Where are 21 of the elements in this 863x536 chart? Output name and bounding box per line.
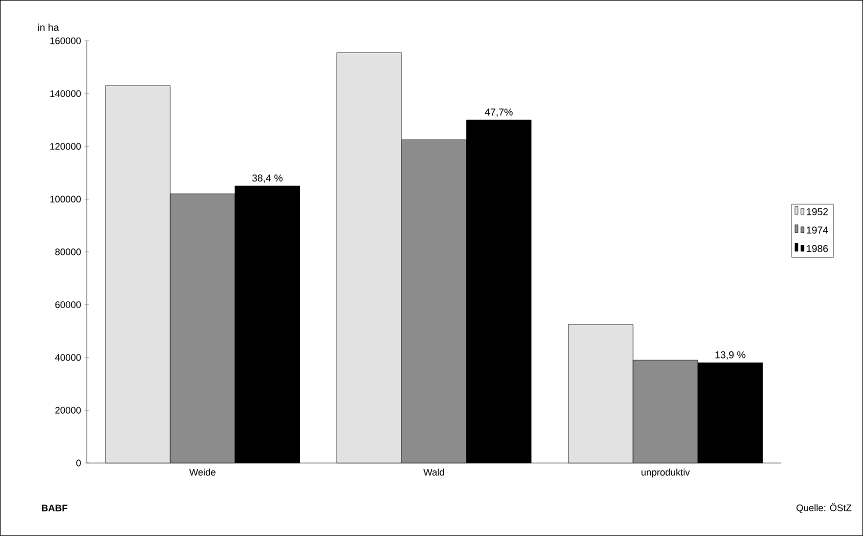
text: BABF [42, 504, 68, 512]
y-tick-label: 120000 [50, 143, 81, 150]
y-tick-label: 60000 [55, 301, 81, 308]
legend-label: 1952 [806, 208, 828, 216]
source-note: Quelle: ÖStZ [796, 503, 852, 513]
annotation: 13,9 % [716, 351, 746, 360]
y-tick-label: 40000 [55, 354, 81, 361]
y-tick-label: 160000 [50, 38, 81, 44]
y-tick-label: 140000 [50, 90, 81, 98]
legend-label: 1974 [806, 226, 828, 234]
y-tick-label: 0 [76, 460, 81, 466]
legend-label: 1986 [806, 245, 828, 252]
y-tick-label: 80000 [55, 248, 81, 256]
x-tick-label: unproduktiv [642, 468, 690, 478]
y-tick-label: 100000 [50, 196, 81, 203]
annotation: 38,4 % [252, 174, 283, 183]
y-tick-label: 20000 [55, 406, 81, 414]
x-tick-label: Wald [423, 468, 444, 476]
annotation: 47,7% [484, 108, 513, 117]
y-axis-title: in ha [38, 24, 60, 32]
x-tick-label: Weide [189, 468, 216, 476]
